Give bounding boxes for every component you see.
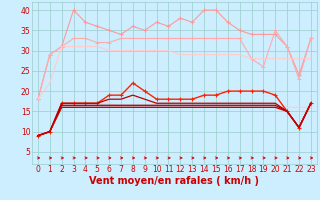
X-axis label: Vent moyen/en rafales ( km/h ): Vent moyen/en rafales ( km/h ) xyxy=(89,176,260,186)
